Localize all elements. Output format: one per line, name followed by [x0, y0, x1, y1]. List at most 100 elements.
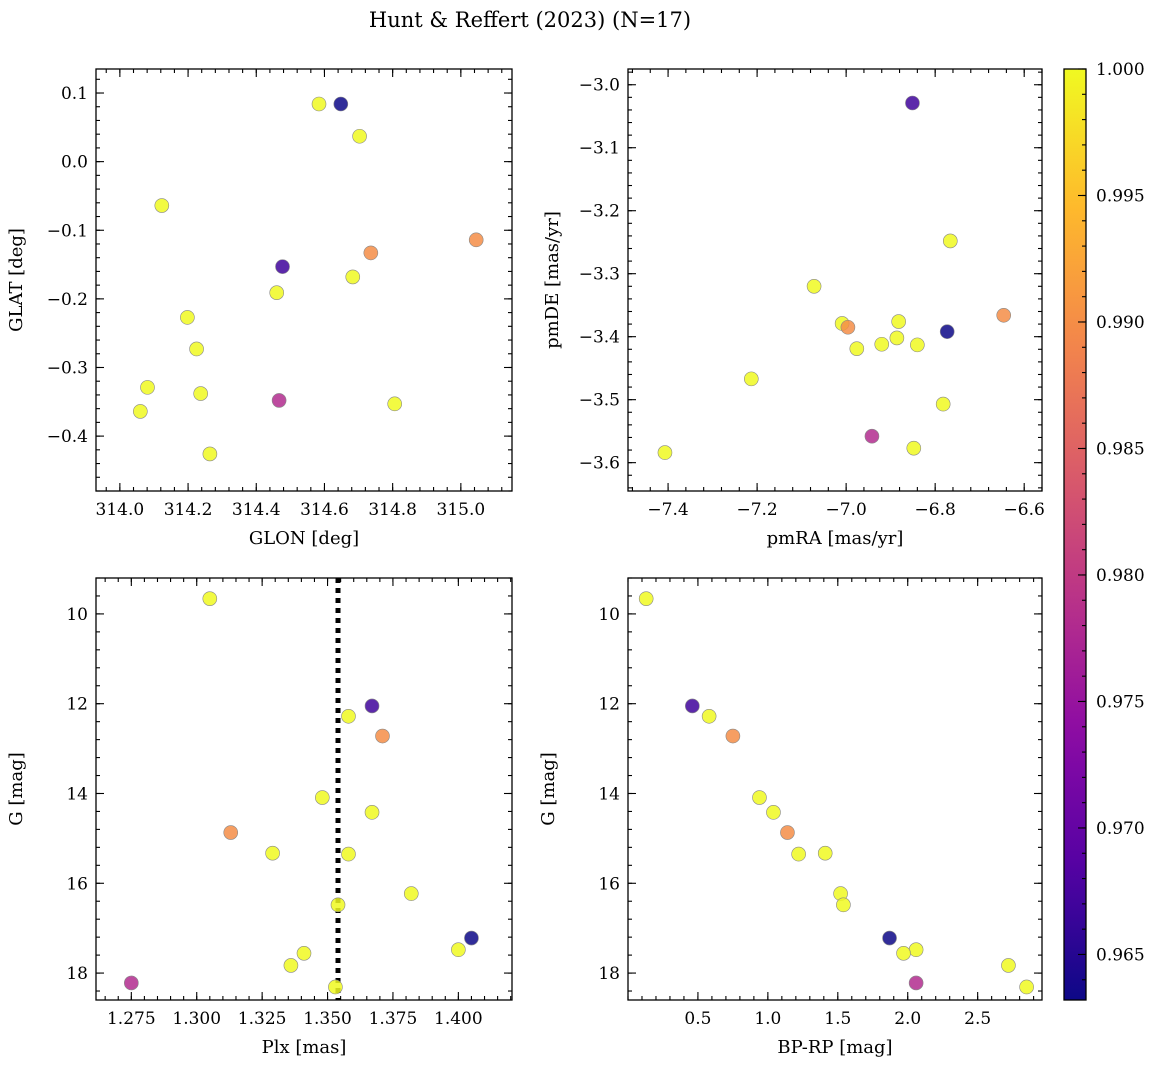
panels: 314.0 314.2 314.4 314.6 314.8 315.0 0.1 0.0 −0.1…	[6, 68, 1045, 1058]
panel-4: 0.5 1.0 1.5 2.0 2.5 10 12 14 16 18 BP-RP [mag] G [m…	[538, 577, 1043, 1058]
data-point	[223, 825, 239, 840]
data-point	[657, 445, 673, 460]
data-point	[1019, 979, 1034, 995]
y-tick-label: 14	[66, 784, 88, 804]
data-point	[180, 310, 195, 325]
y-tick-label: 18	[66, 964, 88, 984]
x-tick-label: 1.0	[754, 1009, 781, 1029]
data-point	[124, 975, 139, 991]
x-tick-label: 314.6	[300, 500, 349, 520]
x-tick-label: 1.375	[369, 1009, 418, 1029]
y-tick-label: −0.4	[47, 427, 88, 447]
data-point	[935, 396, 951, 412]
data-point	[744, 371, 759, 387]
colorbar-gradient	[1064, 69, 1086, 1000]
data-point	[333, 96, 349, 112]
data-point	[468, 232, 484, 248]
data-point	[766, 805, 781, 820]
data-point	[451, 942, 466, 958]
data-point	[352, 128, 367, 144]
data-point	[882, 930, 897, 946]
data-point	[791, 846, 806, 862]
colorbar-tick-label: 0.965	[1096, 945, 1145, 965]
data-point	[996, 307, 1012, 323]
data-point	[701, 708, 717, 724]
panel-3: 1.275 1.300 1.325 1.350 1.375 1.400 10 12 14 16 18…	[6, 577, 513, 1058]
y-tick-label: 0.1	[61, 84, 88, 104]
data-point	[364, 698, 380, 714]
data-point	[364, 805, 380, 820]
colorbar-tick-label: 0.995	[1096, 186, 1145, 206]
data-point	[889, 330, 905, 346]
x-axis-label: pmRA [mas/yr]	[767, 528, 904, 549]
data-point	[328, 979, 343, 995]
panel-1: 314.0 314.2 314.4 314.6 314.8 315.0 0.1 0.0 −0.1…	[6, 68, 513, 549]
colorbar-tick-label: 0.975	[1096, 692, 1145, 712]
x-tick-label: 0.5	[684, 1009, 711, 1029]
x-axis-label: Plx [mas]	[262, 1037, 347, 1058]
data-point	[849, 341, 865, 356]
x-tick-label: 314.4	[232, 500, 281, 520]
x-tick-label: 1.275	[107, 1009, 156, 1029]
data-point	[725, 728, 741, 744]
y-tick-label: −0.2	[47, 290, 88, 310]
x-tick-label: −6.8	[915, 500, 956, 520]
x-tick-label: 1.5	[824, 1009, 851, 1029]
panel-frame	[627, 577, 1043, 1001]
data-point	[133, 404, 148, 419]
x-tick-label: −7.4	[647, 500, 688, 520]
y-axis-label: GLAT [deg]	[6, 228, 27, 332]
colorbar: 0.965 0.970 0.975 0.980 0.985 0.990 0.995 1.000	[1063, 60, 1145, 1001]
data-point	[403, 886, 419, 901]
data-point	[269, 285, 285, 300]
data-point	[840, 319, 856, 335]
x-tick-label: −7.2	[736, 500, 777, 520]
panel-frame	[95, 577, 513, 1001]
data-point	[341, 708, 356, 724]
data-point	[189, 341, 204, 357]
x-tick-label: 1.300	[172, 1009, 221, 1029]
x-tick-label: −7.0	[825, 500, 866, 520]
colorbar-frame	[1063, 68, 1087, 1001]
data-point	[265, 845, 280, 861]
y-tick-label: −3.3	[579, 265, 620, 285]
x-tick-label: 1.350	[303, 1009, 352, 1029]
x-tick-label: 1.400	[434, 1009, 483, 1029]
data-point	[752, 790, 767, 805]
colorbar-tick-label: 0.980	[1096, 566, 1145, 586]
y-tick-label: 12	[598, 695, 620, 715]
y-axis-label: G [mag]	[538, 752, 559, 825]
y-tick-label: −3.0	[579, 76, 620, 96]
data-point	[140, 380, 155, 395]
data-point	[891, 314, 906, 329]
data-point	[363, 245, 379, 261]
panel-frame	[95, 68, 513, 492]
colorbar-tick-label: 0.990	[1096, 313, 1145, 333]
data-point	[345, 269, 361, 285]
data-point	[330, 897, 346, 913]
data-point	[905, 95, 920, 111]
x-tick-label: 2.5	[964, 1009, 991, 1029]
y-tick-label: −3.1	[579, 139, 620, 159]
data-point	[1001, 958, 1016, 973]
y-tick-label: 16	[598, 874, 620, 894]
data-point	[806, 278, 822, 294]
colorbar-tick-label: 0.970	[1096, 819, 1145, 839]
data-point	[780, 825, 795, 840]
data-point	[341, 846, 356, 862]
data-point	[638, 591, 654, 606]
x-axis-label: GLON [deg]	[249, 528, 359, 549]
panel-frame	[627, 68, 1043, 492]
data-point	[275, 259, 290, 274]
data-point	[836, 897, 851, 913]
data-point	[193, 386, 208, 401]
data-point	[154, 198, 170, 213]
data-point	[939, 324, 955, 339]
colorbar-tick-label: 0.985	[1096, 439, 1145, 459]
y-tick-label: −3.2	[579, 202, 620, 222]
y-tick-label: −3.6	[579, 454, 620, 474]
y-tick-label: 10	[66, 605, 88, 625]
x-axis-label: BP-RP [mag]	[777, 1037, 892, 1058]
data-point	[315, 790, 330, 805]
